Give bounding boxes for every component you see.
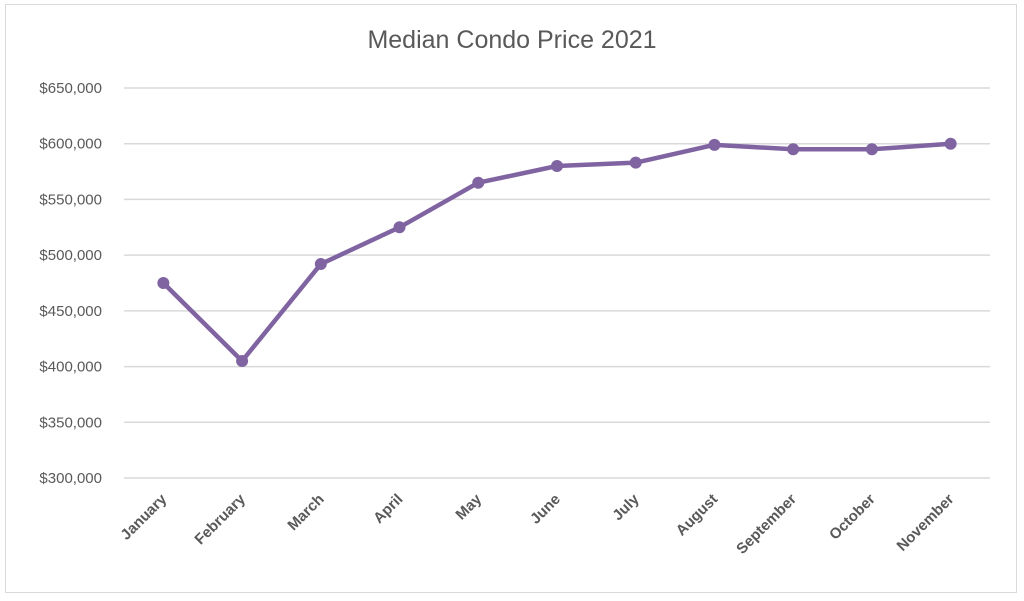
y-tick-label: $500,000 xyxy=(39,247,102,264)
y-tick-label: $600,000 xyxy=(39,136,102,153)
x-axis-tick-labels: January February March April May June July Augu… xyxy=(117,490,957,557)
x-tick-label: February xyxy=(192,490,250,548)
x-tick-label: January xyxy=(117,490,170,543)
gridlines xyxy=(124,87,990,479)
x-tick-label: April xyxy=(370,491,406,527)
x-tick-label: November xyxy=(894,491,958,555)
x-tick-label: March xyxy=(284,491,327,534)
x-tick-label: June xyxy=(527,491,564,528)
data-point xyxy=(157,277,170,289)
series-line xyxy=(161,141,953,364)
data-point xyxy=(865,143,878,156)
data-point xyxy=(314,258,327,271)
y-tick-label: $400,000 xyxy=(39,359,102,376)
chart-frame xyxy=(5,4,1017,593)
x-tick-label: October xyxy=(826,491,879,544)
data-point xyxy=(551,160,563,172)
y-tick-label: $450,000 xyxy=(39,303,102,320)
chart-title: Median Condo Price 2021 xyxy=(367,26,657,54)
y-axis-tick-labels: $300,000 $350,000 $400,000 $450,000 $500,000… xyxy=(39,80,102,487)
data-point xyxy=(393,221,406,234)
y-tick-label: $350,000 xyxy=(39,414,102,431)
y-tick-label: $300,000 xyxy=(39,470,102,487)
data-point xyxy=(629,156,642,169)
y-tick-label: $550,000 xyxy=(39,191,102,208)
data-point xyxy=(944,137,957,150)
x-tick-label: September xyxy=(733,491,800,558)
data-point xyxy=(708,138,721,151)
x-tick-label: July xyxy=(609,490,643,524)
data-point xyxy=(236,355,249,367)
series-group xyxy=(157,137,957,367)
data-point xyxy=(787,143,800,156)
data-point xyxy=(472,176,485,189)
x-tick-label: May xyxy=(452,490,485,523)
x-tick-label: August xyxy=(673,491,722,540)
y-tick-label: $650,000 xyxy=(39,80,102,97)
